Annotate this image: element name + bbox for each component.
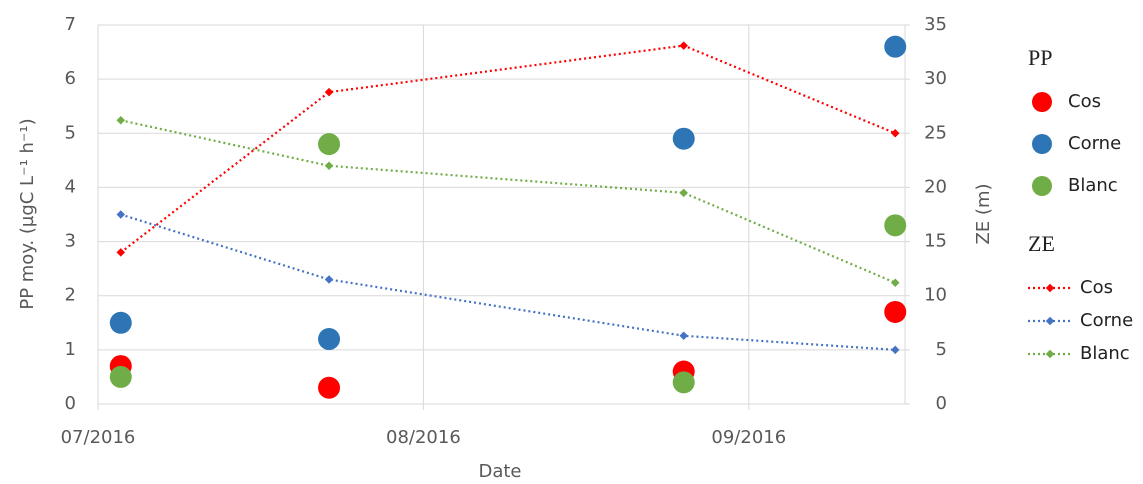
legend-title: PP (1028, 45, 1052, 70)
marker (116, 210, 126, 219)
line (120, 213, 896, 351)
legend-label: Blanc (1068, 175, 1118, 196)
legend-swatch (1045, 316, 1055, 326)
marker (890, 278, 900, 287)
legend-label: Cos (1068, 91, 1101, 112)
marker (679, 41, 688, 50)
legend-swatch (1045, 283, 1055, 293)
point (109, 365, 132, 388)
marker (890, 129, 900, 138)
y-tick-label: 1 (65, 339, 76, 360)
marker (324, 275, 334, 284)
x-tick-label: 08/2016 (386, 427, 461, 448)
y-tick-label: 6 (65, 68, 76, 89)
y-tick-label: 2 (65, 285, 76, 306)
marker (324, 87, 334, 97)
y-axis-label: PP moy. (µgC L⁻¹ h⁻¹) (17, 118, 38, 309)
point (672, 127, 695, 150)
legend-title: ZE (1028, 231, 1055, 256)
marker (116, 116, 126, 125)
legend-label: Blanc (1080, 343, 1130, 364)
y2-tick-label: 35 (924, 14, 947, 35)
legend-swatch (1032, 176, 1052, 196)
legend-label: Cos (1080, 277, 1113, 298)
marker (324, 161, 334, 171)
point (318, 376, 341, 399)
y2-axis-label: ZE (m) (973, 183, 994, 244)
y-tick-label: 3 (65, 231, 76, 252)
marker (679, 331, 688, 341)
legend-swatch (1045, 349, 1055, 359)
y-tick-label: 5 (65, 122, 76, 143)
legend-swatch (1032, 134, 1052, 154)
legend-label: Corne (1068, 133, 1121, 154)
point (318, 133, 341, 156)
point (884, 300, 907, 323)
point (884, 35, 907, 58)
x-axis-label: Date (478, 461, 521, 482)
point (672, 371, 695, 394)
y-tick-label: 7 (65, 14, 76, 35)
y2-tick-label: 15 (924, 231, 947, 252)
line (120, 119, 896, 284)
y2-tick-label: 30 (924, 68, 947, 89)
x-tick-label: 09/2016 (711, 427, 786, 448)
y2-tick-label: 0 (936, 393, 947, 414)
legend-label: Corne (1080, 310, 1133, 331)
point (318, 328, 341, 351)
line (120, 44, 896, 254)
x-tick-label: 07/2016 (61, 427, 136, 448)
marker (116, 248, 126, 257)
marker (679, 188, 688, 198)
y-tick-label: 4 (65, 176, 76, 197)
y2-tick-label: 25 (924, 122, 947, 143)
point (884, 214, 907, 237)
point (109, 311, 132, 334)
y2-tick-label: 5 (936, 339, 947, 360)
legend-swatch (1032, 92, 1052, 112)
y-tick-label: 0 (65, 393, 76, 414)
y2-tick-label: 20 (924, 176, 947, 197)
y2-tick-label: 10 (924, 285, 947, 306)
marker (890, 345, 900, 355)
